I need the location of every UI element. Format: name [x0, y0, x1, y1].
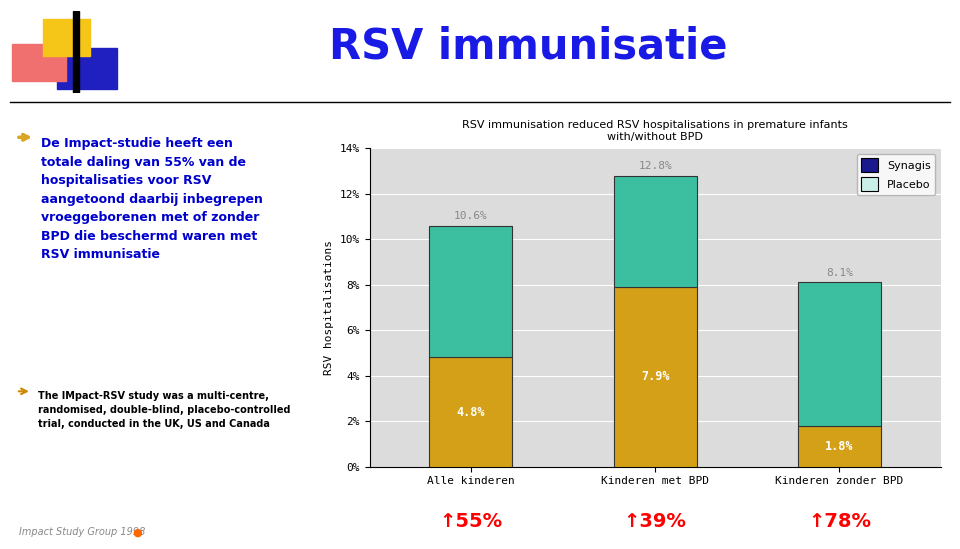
Text: 10.6%: 10.6%: [454, 211, 488, 221]
Title: RSV immunisation reduced RSV hospitalisations in premature infants
with/without : RSV immunisation reduced RSV hospitalisa…: [463, 120, 848, 142]
Text: ●: ●: [132, 527, 142, 537]
Legend: Synagis, Placebo: Synagis, Placebo: [857, 154, 935, 195]
Bar: [798, 282, 881, 425]
Text: ↑78%: ↑78%: [808, 512, 871, 531]
Text: De Impact-studie heeft een
totale daling van 55% van de
hospitalisaties voor RSV: De Impact-studie heeft een totale daling…: [41, 137, 263, 261]
Text: 4.8%: 4.8%: [457, 406, 485, 418]
Text: 7.9%: 7.9%: [641, 371, 669, 383]
Text: 12.8%: 12.8%: [638, 161, 672, 171]
Text: 1.8%: 1.8%: [826, 440, 853, 453]
Text: ↑55%: ↑55%: [440, 512, 502, 531]
Bar: [57, 48, 117, 89]
Text: 8.1%: 8.1%: [826, 268, 852, 278]
Bar: [798, 425, 881, 467]
Bar: [429, 226, 513, 357]
Bar: [12, 44, 66, 81]
Bar: [429, 357, 513, 467]
Bar: [73, 11, 80, 93]
Text: Impact Study Group 1998: Impact Study Group 1998: [19, 527, 146, 537]
Text: RSV immunisatie: RSV immunisatie: [328, 26, 728, 68]
Bar: [613, 287, 697, 467]
Text: ↑39%: ↑39%: [624, 512, 686, 531]
Bar: [613, 176, 697, 287]
Text: The IMpact-RSV study was a multi-centre,
randomised, double-blind, placebo-contr: The IMpact-RSV study was a multi-centre,…: [38, 391, 291, 429]
Y-axis label: RSV hospitalisations: RSV hospitalisations: [324, 240, 334, 375]
Bar: [43, 19, 90, 57]
